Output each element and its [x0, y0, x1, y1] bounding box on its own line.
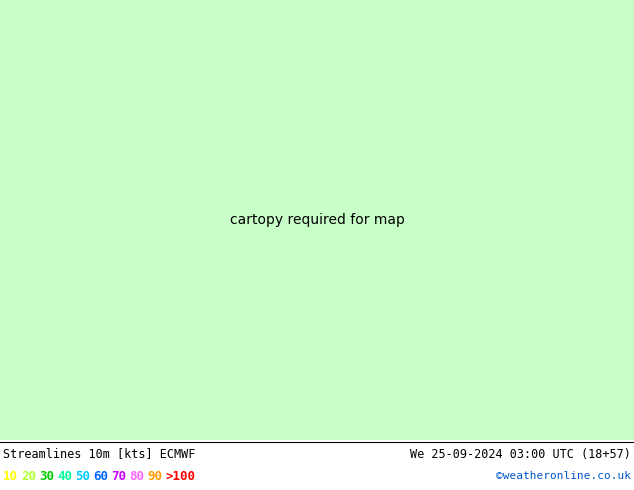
- Text: 50: 50: [75, 469, 90, 483]
- Polygon shape: [0, 0, 634, 440]
- Text: 30: 30: [39, 469, 54, 483]
- Text: 20: 20: [21, 469, 36, 483]
- Text: ©weatheronline.co.uk: ©weatheronline.co.uk: [496, 471, 631, 481]
- Text: 40: 40: [57, 469, 72, 483]
- Text: Streamlines 10m [kts] ECMWF: Streamlines 10m [kts] ECMWF: [3, 447, 195, 461]
- Text: cartopy required for map: cartopy required for map: [230, 213, 404, 227]
- Text: 90: 90: [147, 469, 162, 483]
- Text: 80: 80: [129, 469, 144, 483]
- Text: 10: 10: [3, 469, 18, 483]
- Text: 70: 70: [111, 469, 126, 483]
- Text: >100: >100: [165, 469, 195, 483]
- Text: We 25-09-2024 03:00 UTC (18+57): We 25-09-2024 03:00 UTC (18+57): [410, 447, 631, 461]
- Text: 60: 60: [93, 469, 108, 483]
